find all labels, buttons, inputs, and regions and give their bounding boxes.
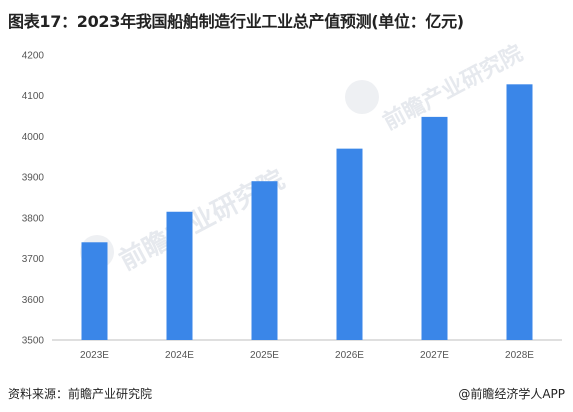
x-tick-label: 2023E — [80, 350, 109, 361]
chart-title: 图表17：2023年我国船舶制造行业工业总产值预测(单位：亿元) — [8, 12, 464, 31]
source-note: 资料来源：前瞻产业研究院 — [8, 387, 153, 401]
bar-2024E — [166, 211, 193, 340]
bar-2026E — [336, 148, 363, 340]
y-axis: 3500 3600 3700 3800 3900 4000 4100 4200 — [22, 51, 562, 347]
x-tick-label: 2028E — [505, 350, 534, 361]
x-tick-label: 2024E — [165, 350, 194, 361]
bar-2028E — [506, 84, 533, 340]
bar-2027E — [421, 116, 448, 340]
x-tick-label: 2026E — [335, 350, 364, 361]
bar-2023E — [81, 242, 108, 340]
y-tick-label: 3600 — [22, 295, 45, 306]
y-tick-label: 4000 — [22, 132, 45, 143]
x-axis: 2023E 2024E 2025E 2026E 2027E 2028E — [80, 350, 534, 361]
y-tick-label: 3700 — [22, 254, 45, 265]
bars — [81, 84, 533, 340]
x-tick-label: 2027E — [420, 350, 449, 361]
y-tick-label: 3500 — [22, 336, 45, 347]
y-tick-label: 3800 — [22, 213, 45, 224]
y-tick-label: 4100 — [22, 91, 45, 102]
x-tick-label: 2025E — [250, 350, 279, 361]
y-tick-label: 4200 — [22, 51, 45, 62]
bar-2025E — [251, 181, 278, 340]
y-tick-label: 3900 — [22, 173, 45, 184]
footer: 资料来源：前瞻产业研究院 @前瞻经济学人APP — [0, 382, 573, 404]
brand-label: @前瞻经济学人APP — [458, 387, 565, 401]
